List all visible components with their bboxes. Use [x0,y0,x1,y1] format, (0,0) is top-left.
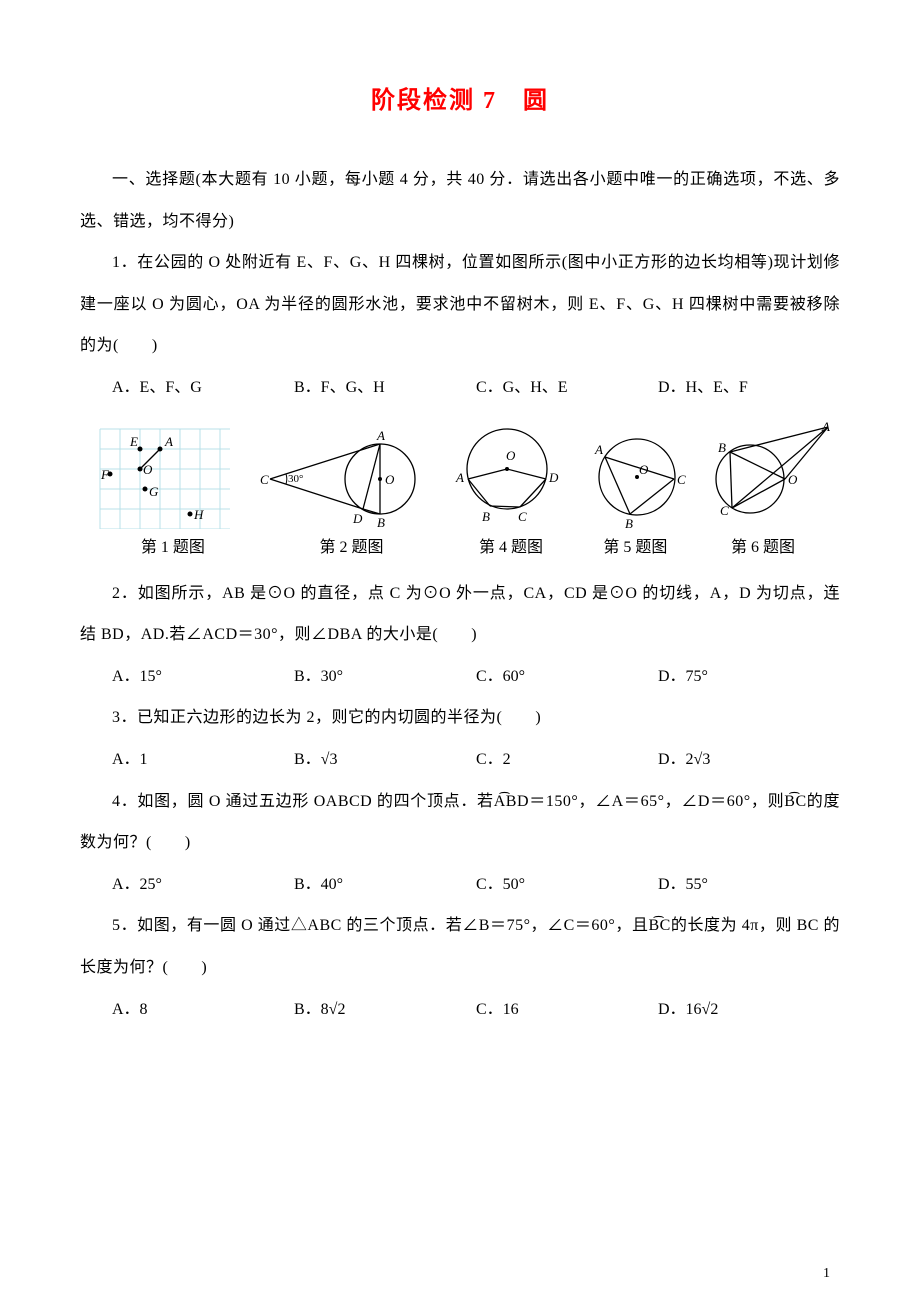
fig1-label-G: G [149,484,159,499]
question-1: 1．在公园的 O 处附近有 E、F、G、H 四棵树，位置如图所示(图中小正方形的… [80,242,840,367]
q4-opt-b: B．40° [294,864,476,906]
q3-opt-c: C．2 [476,739,658,781]
question-3-options: A．1 B．√3 C．2 D．2√3 [80,739,840,781]
question-2: 2．如图所示，AB 是⊙O 的直径，点 C 为⊙O 外一点，CA，CD 是⊙O … [80,573,840,656]
fig2-label-O: O [385,472,395,487]
q1-opt-d: D．H、E、F [658,367,840,409]
q4-opt-d: D．55° [658,864,840,906]
page: 阶段检测 7 圆 一、选择题(本大题有 10 小题，每小题 4 分，共 40 分… [0,0,920,1302]
question-1-options: A．E、F、G B．F、G、H C．G、H、E D．H、E、F [80,367,840,409]
q5-opt-a: A．8 [112,989,294,1031]
fig4-label-C: C [518,509,527,524]
fig1-label-O: O [143,462,153,477]
q5-opt-b: B．8√2 [294,989,476,1031]
q2-opt-a: A．15° [112,656,294,698]
fig6-label-O: O [788,472,798,487]
fig2-label-C: C [260,472,269,487]
figure-6: A B O C [710,419,830,529]
fig2-label-angle: 30° [288,473,303,485]
fig6-label-B: B [718,440,726,455]
figure-captions: 第 1 题图 第 2 题图 第 4 题图 第 5 题图 第 6 题图 [80,533,840,557]
fig2-label-D: D [352,511,363,526]
figure-1: E A F O G H [90,424,240,529]
fig5-label-A: A [594,442,603,457]
question-3: 3．已知正六边形的边长为 2，则它的内切圆的半径为( ) [80,697,840,739]
question-5-options: A．8 B．8√2 C．16 D．16√2 [80,989,840,1031]
q2-opt-b: B．30° [294,656,476,698]
fig5-label-O: O [639,462,649,477]
figure-5: A O C B [585,429,690,529]
fig5-label-C: C [677,472,686,487]
caption-6: 第 6 题图 [696,533,830,557]
q5-opt-c: C．16 [476,989,658,1031]
figure-4: O A D B C [450,424,565,529]
question-5: 5．如图，有一圆 O 通过△ABC 的三个顶点．若∠B＝75°，∠C＝60°，且… [80,905,840,988]
fig6-label-C: C [720,503,729,518]
fig4-label-A: A [455,470,464,485]
q3-opt-a: A．1 [112,739,294,781]
caption-5: 第 5 题图 [575,533,696,557]
fig1-label-F: F [100,467,110,482]
fig5-label-B: B [625,516,633,529]
q2-opt-d: D．75° [658,656,840,698]
q4-opt-c: C．50° [476,864,658,906]
fig4-label-O: O [506,448,516,463]
fig2-label-B: B [377,515,385,529]
figure-2: C 30° A O D B [260,424,430,529]
caption-4: 第 4 题图 [447,533,575,557]
fig1-label-A: A [164,434,173,449]
question-4-options: A．25° B．40° C．50° D．55° [80,864,840,906]
caption-1: 第 1 题图 [90,533,256,557]
fig1-label-E: E [129,434,138,449]
question-4: 4．如图，圆 O 通过五边形 OABCD 的四个顶点．若A͡BD＝150°，∠A… [80,781,840,864]
question-2-options: A．15° B．30° C．60° D．75° [80,656,840,698]
q1-opt-c: C．G、H、E [476,367,658,409]
fig6-label-A: A [821,419,830,434]
figure-row: E A F O G H C 30° A O [80,419,840,529]
q2-opt-c: C．60° [476,656,658,698]
q3-opt-b: B．√3 [294,739,476,781]
q3-opt-d: D．2√3 [658,739,840,781]
page-number: 1 [823,1266,830,1282]
caption-2: 第 2 题图 [256,533,447,557]
section-intro: 一、选择题(本大题有 10 小题，每小题 4 分，共 40 分．请选出各小题中唯… [80,159,840,242]
q4-opt-a: A．25° [112,864,294,906]
fig4-label-B: B [482,509,490,524]
fig1-label-H: H [193,507,204,522]
fig4-label-D: D [548,470,559,485]
q1-opt-a: A．E、F、G [112,367,294,409]
q1-opt-b: B．F、G、H [294,367,476,409]
q5-opt-d: D．16√2 [658,989,840,1031]
page-title: 阶段检测 7 圆 [80,80,840,115]
fig2-label-A: A [376,428,385,443]
